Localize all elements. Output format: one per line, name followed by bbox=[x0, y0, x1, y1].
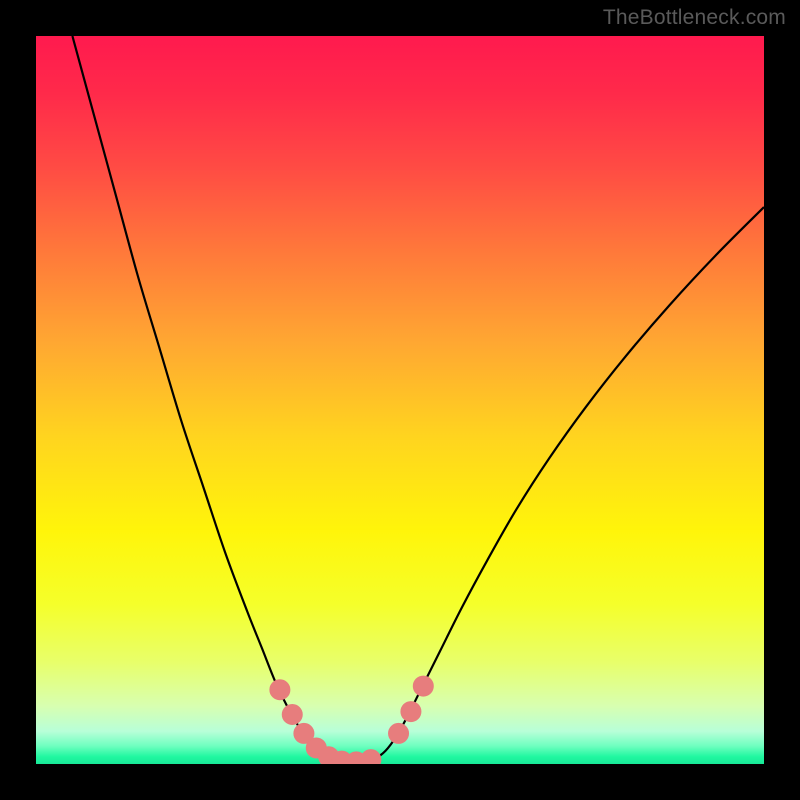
marker-point bbox=[282, 705, 302, 725]
curve-layer bbox=[36, 36, 764, 764]
marker-point bbox=[389, 723, 409, 743]
bottleneck-curve bbox=[72, 36, 764, 762]
marker-point bbox=[413, 676, 433, 696]
marker-point bbox=[361, 750, 381, 764]
plot-area bbox=[36, 36, 764, 764]
marker-point bbox=[401, 702, 421, 722]
watermark-text: TheBottleneck.com bbox=[603, 6, 786, 30]
marker-point bbox=[270, 680, 290, 700]
